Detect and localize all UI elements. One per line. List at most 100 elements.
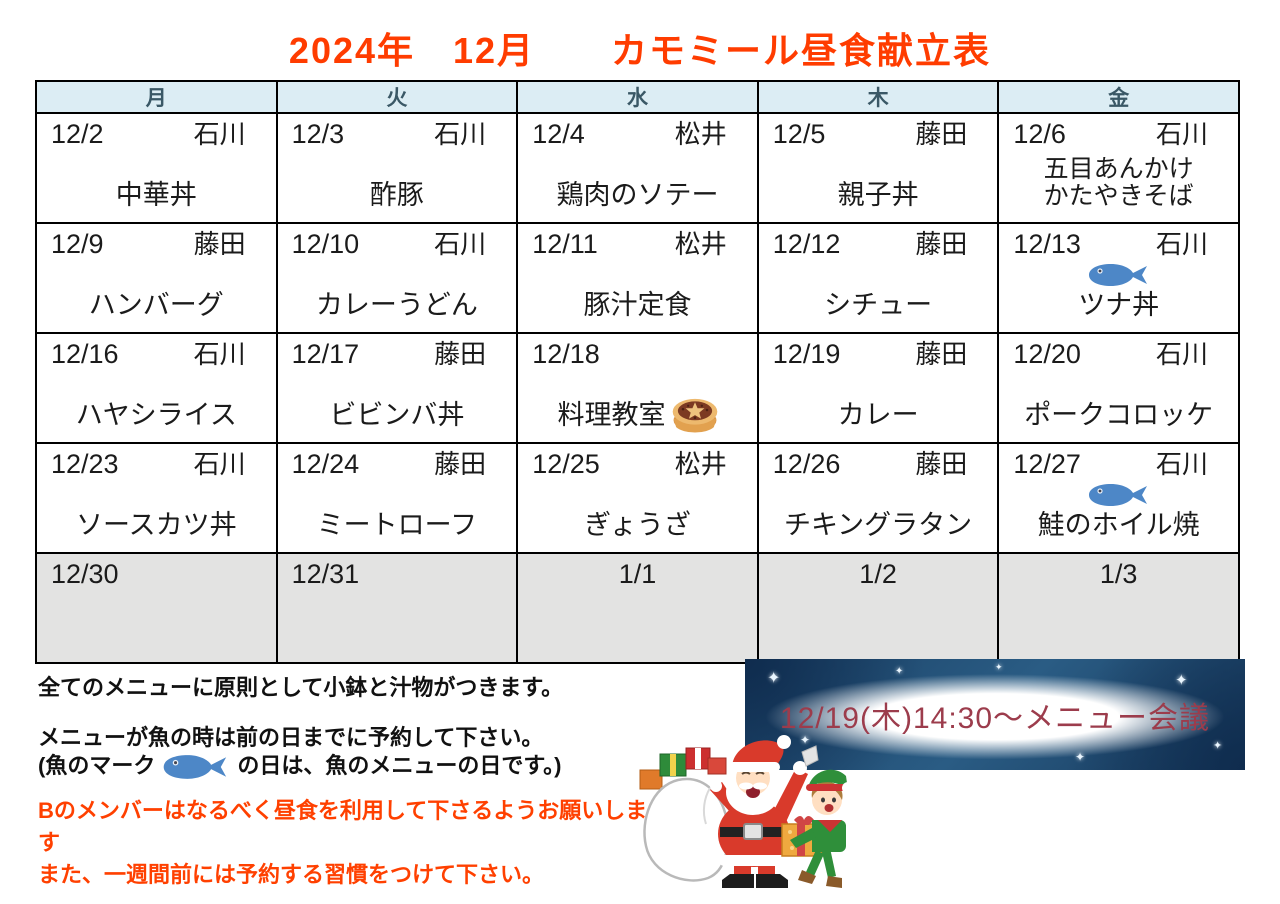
note-request-members: Bのメンバーはなるべく昼食を利用して下さるようお願いします また、一週間前には予…: [38, 795, 658, 891]
cell-date: 12/10: [291, 229, 360, 259]
cell-staff: 藤田: [193, 229, 246, 259]
calendar-cell: 12/16 石川 ハヤシライス: [35, 332, 278, 444]
meeting-banner: ✦ ✦ ✦ ✦ ✦ ✦ ✦ ✦ 12/19(木)14:30〜メニュー会議: [745, 659, 1245, 770]
cell-staff: 松井: [674, 449, 727, 479]
cell-menu: ツナ丼: [1078, 289, 1160, 320]
cell-staff: 藤田: [434, 339, 487, 369]
cell-menu: ソースカツ丼: [75, 509, 237, 540]
fish-icon: [155, 753, 237, 779]
fish-icon: [1087, 482, 1151, 508]
sparkle-icon: ✦: [767, 670, 781, 687]
cell-menu: 鶏肉のソテー: [556, 179, 719, 210]
cell-menu: 親子丼: [837, 179, 919, 210]
cell-staff: 松井: [674, 229, 727, 259]
note-fish-line1: メニューが魚の時は前の日までに予約して下さい。: [38, 725, 544, 750]
cell-menu: 中華丼: [115, 179, 197, 210]
calendar-week-row: 12/23 石川 ソースカツ丼 12/24 藤田 ミートローフ 12/25 松井 ぎょ…: [35, 442, 1240, 554]
calendar-cell: 12/10 石川 カレーうどん: [275, 222, 519, 334]
calendar-cell-cooking-class: 12/18 料理教室: [516, 332, 759, 444]
cell-menu: シチュー: [824, 289, 933, 320]
cell-date: 12/19: [772, 339, 841, 369]
cell-date: 12/20: [1013, 339, 1081, 369]
calendar-cell: 12/20 石川 ポークコロッケ: [997, 332, 1240, 444]
calendar-cell: 1/3: [997, 552, 1240, 664]
header-wednesday: 水: [516, 80, 759, 114]
elf: [790, 769, 854, 888]
menu-calendar-table: 月 火 水 木 金 12/2 石川 中華丼 12/3 石川 酢豚 12/4 松井 鶏: [35, 80, 1240, 664]
cell-staff: 藤田: [915, 119, 968, 149]
header-friday: 金: [997, 80, 1240, 114]
cell-date: 12/2: [51, 119, 104, 149]
note-fish-reservation: メニューが魚の時は前の日までに予約して下さい。 (魚のマーク の日は、魚のメニュー…: [38, 724, 561, 781]
cell-date: 12/11: [532, 229, 598, 259]
cell-staff: 藤田: [915, 229, 968, 259]
header-thursday: 木: [756, 80, 1000, 114]
cell-date: 1/1: [618, 559, 657, 589]
cell-date: 12/5: [772, 119, 826, 149]
cell-staff: 石川: [1155, 229, 1208, 259]
cell-staff: 石川: [434, 229, 487, 259]
note-orange-line2: また、一週間前には予約する習慣をつけて下さい。: [38, 861, 545, 887]
calendar-cell: 12/17 藤田 ビビンバ丼: [275, 332, 519, 444]
cell-menu: ハンバーグ: [88, 289, 224, 320]
sparkle-icon: ✦: [895, 666, 904, 677]
calendar-cell: 12/12 藤田 シチュー: [756, 222, 1000, 334]
cell-menu: 鮭のホイル焼: [1037, 509, 1200, 540]
calendar-cell: 12/5 藤田 親子丼: [756, 112, 1000, 224]
cell-staff: 石川: [193, 449, 246, 479]
cell-staff: 松井: [674, 119, 727, 149]
cell-menu: チキングラタン: [783, 509, 973, 540]
note-fish-line2-prefix: (魚のマーク: [38, 752, 156, 778]
cell-menu: ハヤシライス: [75, 399, 237, 430]
cell-staff: 藤田: [915, 339, 968, 369]
cell-date: 12/12: [772, 229, 841, 259]
calendar-cell: 12/31: [275, 552, 519, 664]
cell-staff: 藤田: [434, 449, 487, 479]
cell-date: 12/25: [532, 449, 600, 479]
calendar-cell: 12/26 藤田 チキングラタン: [756, 442, 1000, 554]
header-tuesday: 火: [275, 80, 519, 114]
calendar-cell: 12/2 石川 中華丼: [35, 112, 278, 224]
cell-date: 12/13: [1013, 229, 1081, 259]
cell-menu: 料理教室: [557, 399, 666, 430]
cell-menu: ポークコロッケ: [1024, 399, 1214, 430]
calendar-cell: 12/3 石川 酢豚: [275, 112, 519, 224]
calendar-cell-fish-day: 12/27 石川 鮭のホイル焼: [997, 442, 1240, 554]
calendar-cell: 1/2: [756, 552, 1000, 664]
sparkle-icon: ✦: [1175, 672, 1188, 689]
header-monday: 月: [35, 80, 278, 114]
cell-staff: 石川: [434, 119, 487, 149]
cell-date: 12/23: [51, 449, 119, 479]
santa-and-elf-illustration: [634, 728, 866, 904]
calendar-cell-fish-day: 12/13 石川 ツナ丼: [997, 222, 1240, 334]
cell-menu: ぎょうざ: [584, 509, 691, 540]
cell-date: 12/3: [291, 119, 345, 149]
calendar-cell: 12/11 松井 豚汁定食: [516, 222, 759, 334]
note-orange-line1: Bのメンバーはなるべく昼食を利用して下さるようお願いします: [38, 798, 648, 855]
cell-date: 12/17: [291, 339, 360, 369]
weekday-header-row: 月 火 水 木 金: [35, 80, 1240, 114]
sparkle-icon: ✦: [1075, 750, 1086, 764]
cell-date: 12/9: [51, 229, 104, 259]
calendar-cell: 12/24 藤田 ミートローフ: [275, 442, 519, 554]
cell-menu: 五目あんかけ かたやきそば: [1043, 155, 1194, 210]
meeting-banner-text: 12/19(木)14:30〜メニュー会議: [779, 701, 1211, 735]
cell-date: 12/18: [532, 339, 600, 369]
cell-menu: 豚汁定食: [583, 289, 692, 320]
mince-pie-icon: [669, 398, 718, 433]
cell-date: 12/6: [1013, 119, 1066, 149]
calendar-week-row: 12/9 藤田 ハンバーグ 12/10 石川 カレーうどん 12/11 松井 豚汁定食…: [35, 222, 1240, 334]
cell-staff: 石川: [1155, 449, 1208, 479]
cell-staff: 石川: [1155, 339, 1208, 369]
calendar-cell: 12/6 石川 五目あんかけ かたやきそば: [997, 112, 1240, 224]
cell-date: 12/31: [291, 559, 360, 589]
cell-staff: 石川: [193, 119, 246, 149]
cell-date: 1/2: [859, 559, 897, 589]
note-fish-line2-suffix: の日は、魚のメニューの日です。): [237, 752, 562, 778]
fish-icon: [1087, 262, 1151, 288]
page-title: 2024年 12月 カモミール昼食献立表: [288, 30, 992, 71]
calendar-week-row: 12/2 石川 中華丼 12/3 石川 酢豚 12/4 松井 鶏肉のソテー 12/5 藤…: [35, 112, 1240, 224]
sparkle-icon: ✦: [800, 733, 811, 747]
cell-date: 12/16: [51, 339, 119, 369]
